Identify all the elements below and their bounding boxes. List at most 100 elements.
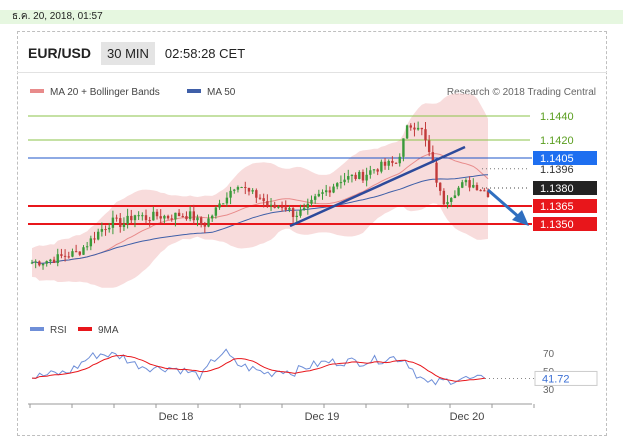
- candle-body: [472, 184, 475, 188]
- candle-body: [144, 215, 148, 221]
- candle-body: [247, 187, 251, 192]
- x-axis-ticks: Dec 18 Dec 19 Dec 20: [29, 404, 535, 423]
- candle-body: [78, 251, 82, 255]
- candle-body: [177, 212, 181, 217]
- candle-body: [108, 227, 111, 230]
- candle-body: [299, 209, 302, 216]
- x-tick-label-dec-19: Dec 19: [305, 411, 340, 423]
- date-banner-text: ธ.ค. 20, 2018, 01:57: [12, 11, 103, 22]
- candle-body: [240, 187, 243, 189]
- candle-body: [383, 161, 387, 166]
- candle-body: [222, 203, 225, 205]
- bollinger-band: [32, 93, 488, 288]
- candle-body: [233, 189, 236, 191]
- forecast-arrow-shaft: [487, 188, 521, 220]
- candle-body: [174, 212, 177, 220]
- candle-body: [130, 215, 133, 221]
- candle-body: [133, 215, 137, 221]
- candle-body: [302, 207, 306, 210]
- rsi-plot: 70503041.72: [31, 348, 598, 396]
- candle-body: [210, 215, 214, 219]
- candle-body: [361, 171, 365, 181]
- candle-body: [347, 176, 350, 180]
- candle-body: [225, 197, 229, 204]
- candle-body: [321, 192, 324, 194]
- candle-body: [82, 247, 85, 255]
- candle-body: [409, 125, 412, 128]
- chart-header: EUR/USD 30 MIN 02:58:28 CET: [28, 40, 245, 66]
- trend-line: [289, 145, 466, 228]
- candle-body: [89, 238, 93, 247]
- candle-body: [431, 152, 435, 163]
- candle-body: [41, 263, 45, 266]
- candle-body: [486, 190, 490, 197]
- rsi-current-tag: [534, 370, 598, 386]
- candle-body: [170, 218, 173, 220]
- candle-body: [288, 208, 291, 210]
- candle-body: [159, 216, 162, 219]
- candle-body: [358, 171, 361, 179]
- candle-body: [199, 217, 203, 225]
- candle-body: [461, 182, 464, 188]
- level-tag-1.1365: [533, 199, 597, 213]
- candle-body: [391, 160, 394, 163]
- x-tick-label-dec-18: Dec 18: [159, 411, 194, 423]
- candle-body: [457, 187, 460, 196]
- candle-body: [214, 207, 218, 216]
- candle-body: [229, 190, 232, 198]
- candle-body: [284, 207, 287, 210]
- candle-body: [251, 190, 254, 192]
- level-tag-1.1405: [533, 151, 597, 165]
- candle-body: [166, 215, 170, 219]
- candle-body: [336, 183, 339, 187]
- candle-body: [52, 259, 56, 264]
- level-label-1.1440: 1.1440: [540, 111, 574, 123]
- level-tag-1.1380: [533, 181, 597, 195]
- candle-body: [313, 196, 317, 200]
- research-credit: Research © 2018 Trading Central: [447, 87, 596, 98]
- candle-body: [328, 190, 332, 193]
- ma20-line: [31, 152, 489, 264]
- candle-body: [181, 216, 184, 218]
- candle-body: [310, 199, 313, 204]
- candle-body: [468, 180, 471, 188]
- rsi-legend-swatch: [30, 327, 44, 331]
- candle-body: [365, 174, 368, 181]
- header-divider: [17, 72, 607, 73]
- candle-body: [163, 215, 166, 219]
- candle-body: [350, 174, 354, 177]
- timeframe-button[interactable]: 30 MIN: [101, 41, 155, 65]
- candle-body: [56, 254, 59, 264]
- ma20-legend-label: MA 20 + Bollinger Bands: [50, 87, 160, 98]
- candle-body: [435, 162, 438, 183]
- level-tag-1.1350: [533, 217, 597, 231]
- candle-body: [207, 218, 210, 227]
- candle-body: [100, 229, 104, 232]
- candle-body: [188, 211, 192, 220]
- candle-body: [380, 161, 383, 172]
- candle-body: [405, 125, 409, 139]
- candle-body: [442, 190, 446, 205]
- rsi-tick-30: 30: [543, 385, 555, 396]
- level-label-1.1365: 1.1365: [540, 201, 574, 213]
- ma50-line: [31, 174, 489, 264]
- rsi-line: [31, 348, 486, 386]
- candle-body: [438, 182, 442, 191]
- candle-body: [192, 211, 196, 221]
- candle-body: [450, 198, 453, 202]
- candle-body: [137, 215, 140, 217]
- candle-body: [85, 246, 89, 248]
- candle-body: [74, 251, 78, 253]
- candle-body: [479, 190, 482, 192]
- candle-body: [115, 217, 118, 219]
- level-label-1.1380: 1.1380: [540, 183, 574, 195]
- candle-body: [446, 201, 449, 205]
- candle-body: [262, 198, 265, 202]
- x-tick-label-dec-20: Dec 20: [450, 411, 485, 423]
- candle-body: [203, 224, 207, 227]
- candle-body: [413, 127, 416, 130]
- rsi-ma-legend-swatch: [78, 327, 92, 331]
- candle-body: [60, 254, 63, 256]
